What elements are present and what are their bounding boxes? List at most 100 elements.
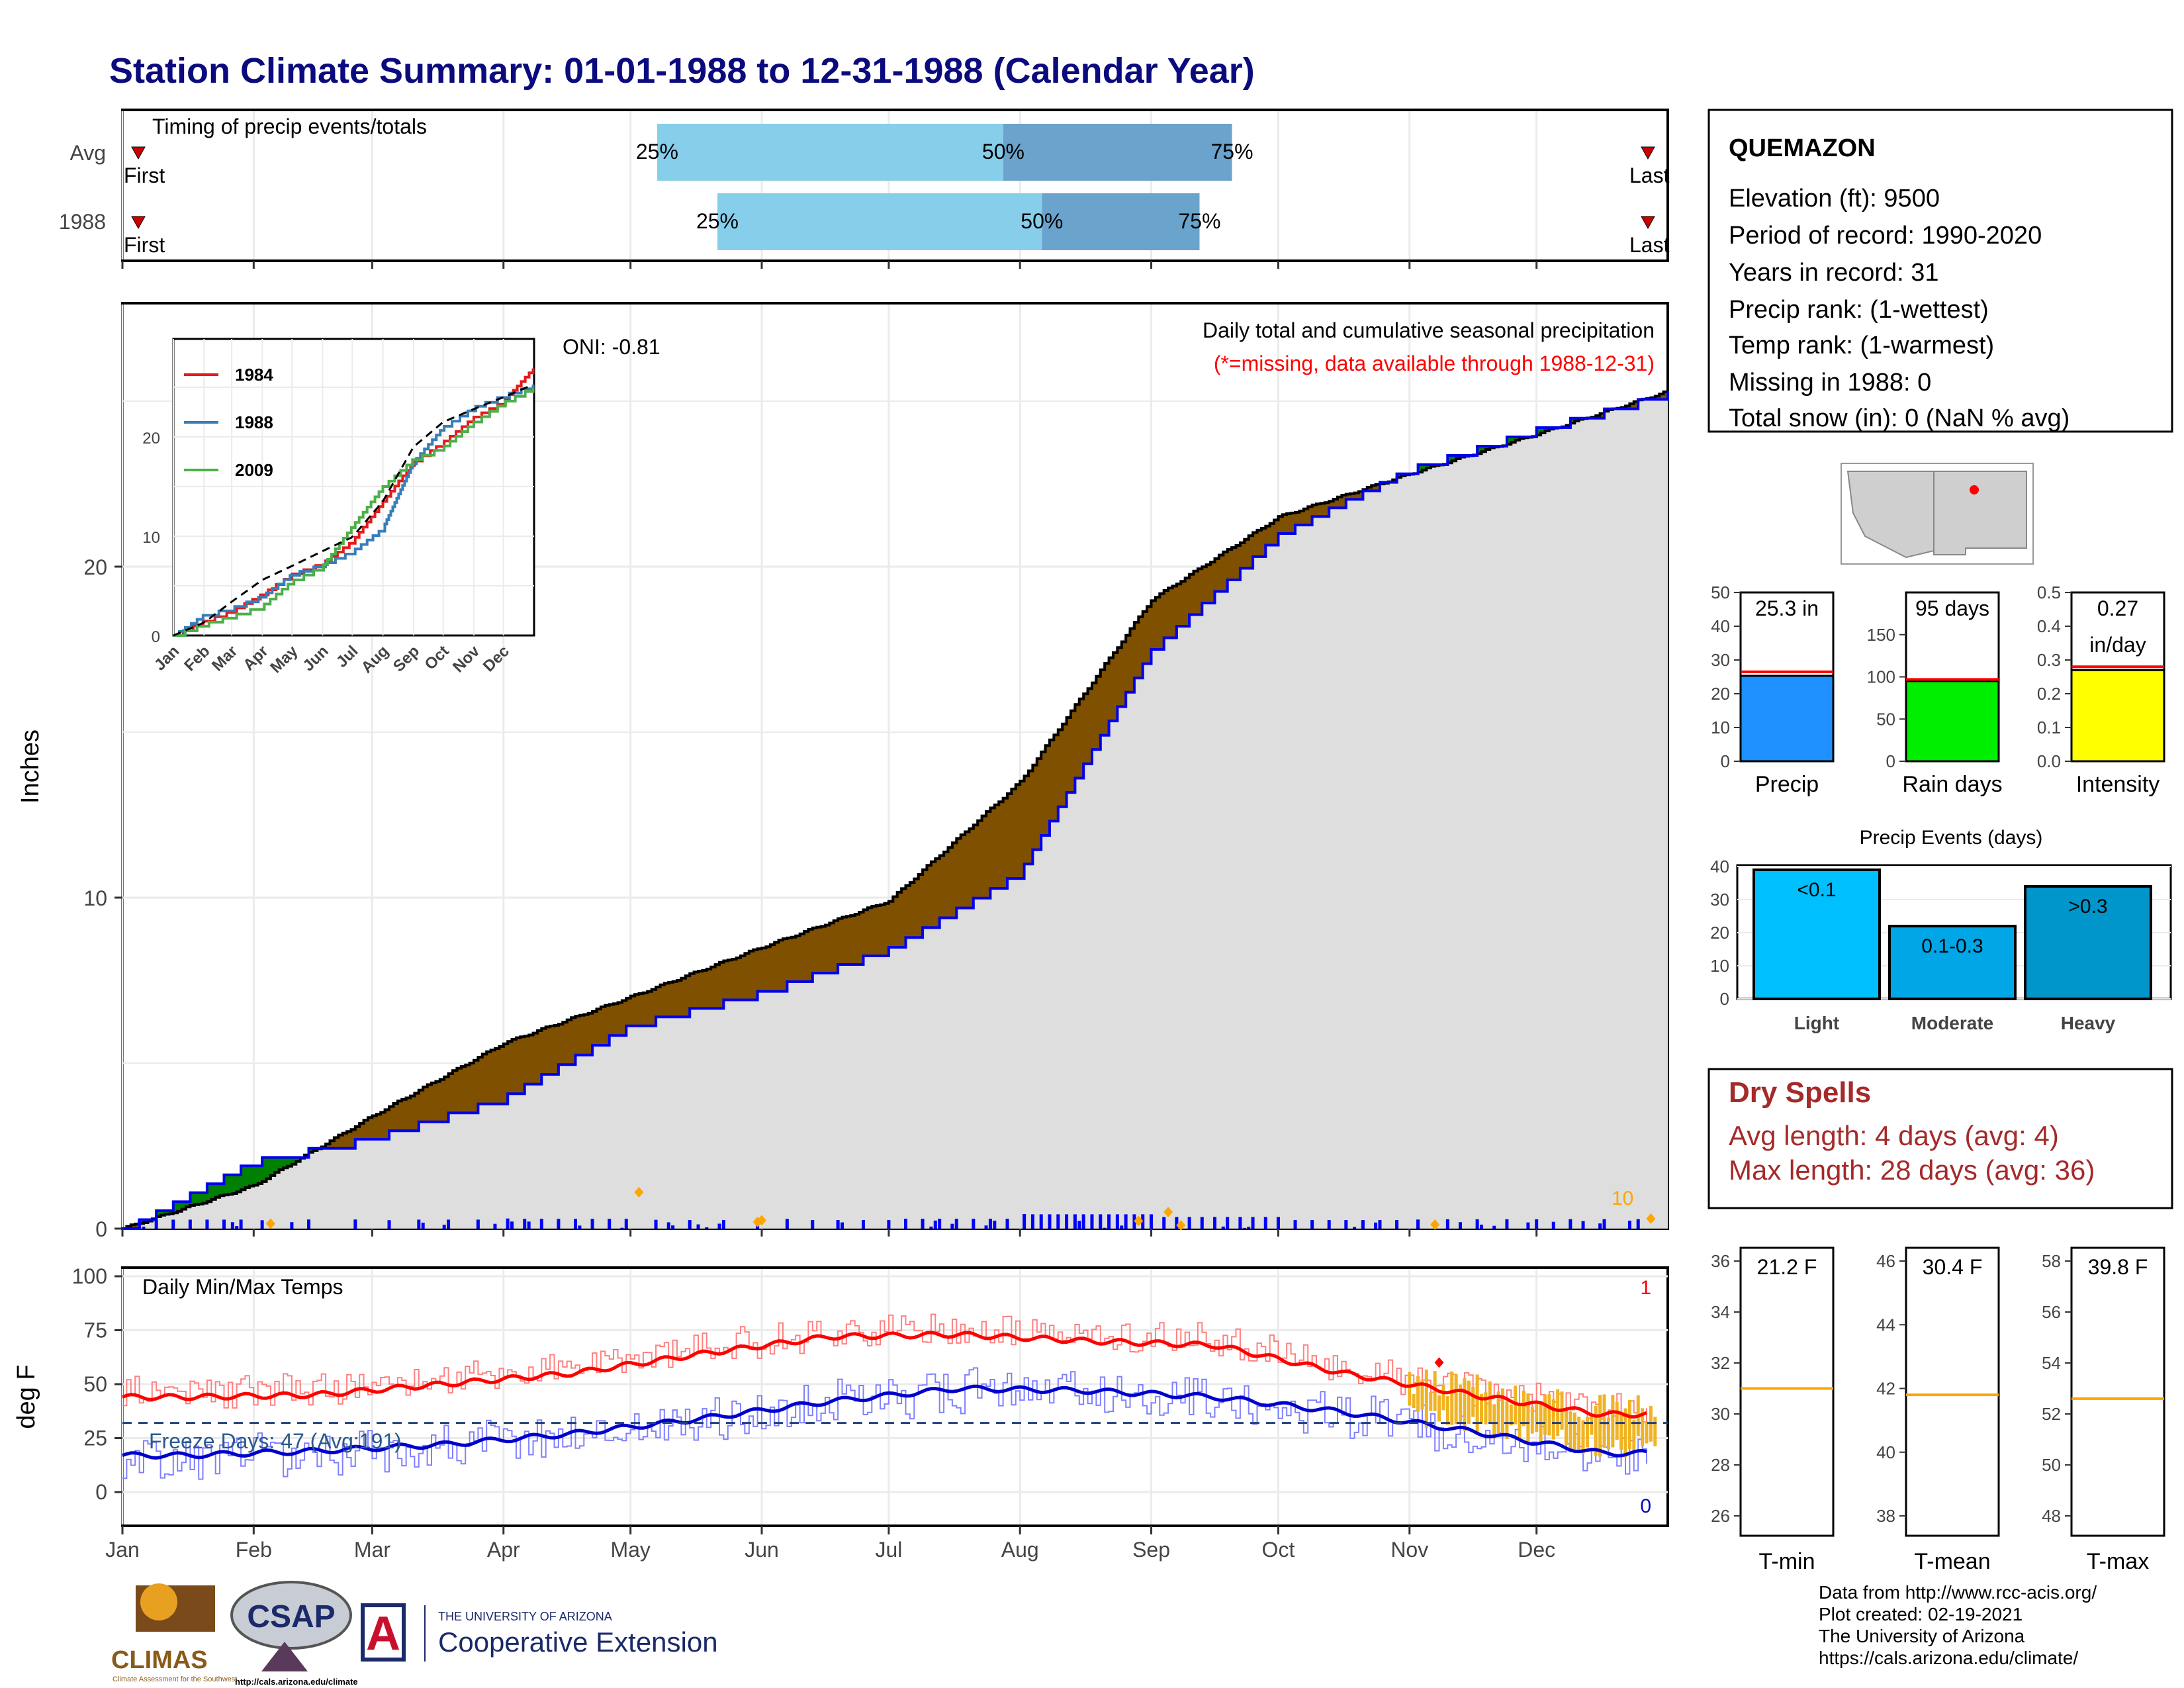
daily-precip-bar (421, 1223, 425, 1229)
temp-summary-tick-label: 26 (1711, 1506, 1730, 1526)
temp-anomaly-bar (1459, 1384, 1463, 1423)
daily-precip-bar (933, 1220, 937, 1229)
events-tick-label: 30 (1710, 890, 1729, 910)
daily-precip-bar (1276, 1217, 1280, 1229)
daily-precip-bar (1023, 1214, 1026, 1229)
precip-y-tick-0: 0 (95, 1217, 107, 1241)
daily-precip-bar (1039, 1214, 1043, 1229)
map-state-new-mexico (1933, 471, 2027, 555)
temp-summary-tick-label: 56 (2042, 1302, 2061, 1322)
daily-precip-bar (1077, 1221, 1081, 1229)
temp-anomaly-bar (1492, 1404, 1496, 1439)
temp-anomaly-bar (1641, 1408, 1645, 1446)
summary-tick-label: 100 (1867, 667, 1895, 687)
daily-precip-bar (954, 1219, 958, 1229)
daily-precip-bar (921, 1219, 925, 1229)
extreme-precip-marker (1646, 1213, 1656, 1224)
daily-precip-bar (1099, 1214, 1103, 1229)
events-category-moderate: Moderate (1911, 1013, 1993, 1033)
daily-precip-bar (260, 1220, 264, 1229)
daily-precip-bar (1073, 1214, 1077, 1229)
daily-precip-bar (993, 1221, 997, 1229)
ua-logo-top: THE UNIVERSITY OF ARIZONA (438, 1610, 612, 1623)
last-event-marker (1641, 146, 1655, 160)
climas-sun-icon (140, 1583, 177, 1620)
daily-precip-bar (1535, 1219, 1539, 1229)
timing-q75-label: 75% (1211, 140, 1253, 164)
daily-precip-bar (539, 1219, 543, 1229)
temp-anomaly-bar (1577, 1417, 1581, 1453)
month-label-mar: Mar (354, 1538, 390, 1562)
summary-label-intensity: Intensity (2076, 772, 2160, 797)
events-bin-label: 0.1-0.3 (1921, 935, 1983, 957)
daily-precip-bar (1132, 1214, 1136, 1229)
ua-logo-letter: A (366, 1607, 400, 1660)
csap-cloud-icon (230, 1581, 352, 1650)
temp-anomaly-bar (1522, 1390, 1525, 1427)
station-info: QUEMAZON Elevation (ft): 9500 Period of … (1707, 109, 2173, 433)
inset-series-line (173, 368, 535, 637)
temp-anomaly-bar (1535, 1401, 1539, 1432)
temp-anomaly-bar (1606, 1417, 1610, 1450)
events-category-heavy: Heavy (2061, 1013, 2116, 1033)
temp-summary-tick-label: 36 (1711, 1251, 1730, 1271)
temp-summary-frame-t-max (2070, 1246, 2165, 1537)
temp-summary-tick-label: 54 (2042, 1353, 2061, 1373)
temp-summary-value-t-min: 21.2 F (1757, 1255, 1817, 1279)
first-event-label: First (124, 233, 165, 257)
daily-precip-bar (557, 1219, 561, 1229)
daily-precip-bar (1627, 1221, 1631, 1229)
daily-precip-bar (1327, 1220, 1331, 1229)
dry-spells-avg: Avg length: 4 days (avg: 4) (1729, 1120, 2059, 1151)
summary-bars: 0 10 20 30 40 50 25.3 in Precip 0 50 100 150 95 days… (1711, 583, 2165, 797)
daily-precip-bar (1263, 1217, 1267, 1229)
temp-anomaly-bar (1433, 1371, 1437, 1411)
temp-anomaly-bar (1509, 1404, 1513, 1426)
temp-anomaly-bar (1467, 1380, 1471, 1424)
daily-precip-bar (1445, 1219, 1449, 1229)
inset-average-line (173, 384, 533, 637)
inset-series-line (173, 387, 535, 637)
month-label-jul: Jul (875, 1538, 902, 1562)
timing-q50-label: 50% (1021, 209, 1063, 233)
inset-y-tick-20: 20 (142, 430, 160, 447)
daily-precip-bar (903, 1219, 907, 1229)
daily-precip-bar (1581, 1221, 1585, 1229)
temp-anomaly-bar (1581, 1420, 1585, 1454)
temp-summary-label-t-min: T-min (1759, 1549, 1815, 1574)
daily-precip-bar (836, 1220, 840, 1229)
temp-summary-tick-label: 30 (1711, 1404, 1730, 1424)
temp-summary-tick-label: 46 (1876, 1251, 1895, 1271)
events-bin-label: <0.1 (1797, 879, 1836, 901)
csap-logo-text: CSAP (247, 1599, 335, 1634)
csap-url: http://cals.arizona.edu/climate (235, 1677, 358, 1687)
daily-precip-bar (1107, 1214, 1111, 1229)
daily-precip-bar (235, 1226, 239, 1229)
daily-precip-bar (1602, 1219, 1606, 1229)
month-label-oct: Oct (1262, 1538, 1295, 1562)
daily-precip-bar (442, 1225, 446, 1229)
daily-precip-bar (1090, 1214, 1094, 1229)
daily-precip-bar (1247, 1227, 1251, 1229)
temp-anomaly-bar (1501, 1388, 1505, 1436)
station-info-frame (1707, 109, 2173, 433)
temp-anomaly-bar (1547, 1394, 1551, 1436)
temp-anomaly-bar (1556, 1389, 1560, 1436)
temp-anomaly-bar (1484, 1392, 1488, 1425)
daily-precip-bar (721, 1220, 725, 1229)
daily-precip-bar (984, 1225, 988, 1229)
month-label-may: May (610, 1538, 650, 1562)
events-tick-label: 10 (1710, 956, 1729, 976)
extreme-precip-marker (756, 1215, 766, 1226)
station-missing: Missing in 1988: 0 (1729, 369, 1931, 397)
daily-precip-bar (527, 1221, 531, 1229)
daily-precip-bar (138, 1219, 142, 1229)
temp-y-ticks: 0 25 50 75 100 (72, 1264, 122, 1504)
temp-anomaly-bar (1441, 1384, 1445, 1411)
precip-y-tick-20: 20 (83, 555, 107, 579)
precip-areas (122, 390, 1669, 1230)
daily-precip-bar (1120, 1225, 1124, 1229)
month-label-nov: Nov (1390, 1538, 1428, 1562)
summary-tick-label: 0.5 (2037, 583, 2061, 602)
temp-summary-label-t-mean: T-mean (1914, 1549, 1990, 1574)
